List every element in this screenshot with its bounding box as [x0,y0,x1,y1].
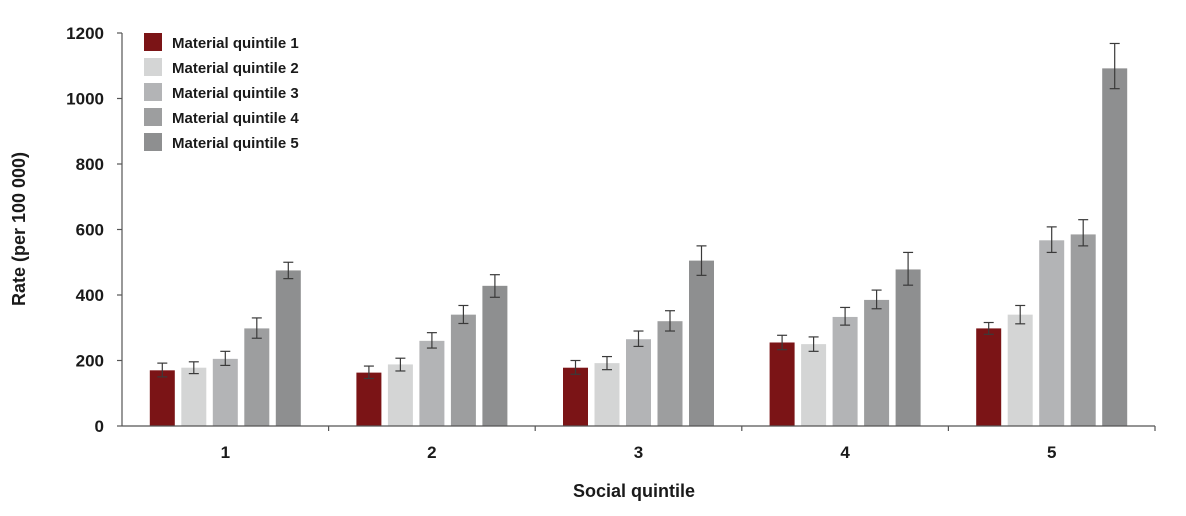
x-tick-label: 2 [427,443,436,462]
y-tick-label: 1000 [66,90,104,109]
bars [149,68,1128,427]
legend-swatch [144,58,162,76]
legend-label: Material quintile 2 [172,60,299,77]
bar [864,299,890,426]
bar [482,285,508,426]
bar [563,367,588,426]
bar [1102,68,1128,427]
legend-swatch [144,33,162,51]
legend-swatch [144,133,162,151]
y-tick-label: 200 [76,352,104,371]
bar [769,342,795,426]
bar [976,328,1002,426]
bar [689,260,714,426]
bar [657,321,683,426]
bar [1070,234,1096,426]
y-tick-label: 800 [76,155,104,174]
y-tick-label: 1200 [66,24,104,43]
y-tick-label: 600 [76,221,104,240]
bar [244,328,270,426]
x-axis-ticks: 1 2 3 4 5 [221,426,1156,462]
bar [212,358,238,426]
legend-swatch [144,108,162,126]
legend-label: Material quintile 4 [172,110,299,127]
legend-swatch [144,83,162,101]
x-tick-label: 5 [1047,443,1056,462]
legend-label: Material quintile 1 [172,35,299,52]
bar [181,367,207,426]
y-tick-label: 400 [76,286,104,305]
x-tick-label: 4 [840,443,850,462]
bar [895,269,921,426]
bar [356,372,382,426]
x-tick-label: 1 [221,443,230,462]
x-axis-title: Social quintile [573,481,695,501]
y-tick-label: 0 [95,417,104,436]
bar [450,314,476,426]
bar [149,370,175,426]
bar [832,316,858,426]
y-axis-title: Rate (per 100 000) [9,152,29,306]
bar [419,340,445,426]
x-tick-label: 3 [634,443,643,462]
legend-label: Material quintile 5 [172,135,299,152]
bar [1007,314,1033,426]
bar [626,339,651,426]
bar [594,363,620,426]
error-bars [157,42,1120,380]
bar [801,344,827,426]
legend-label: Material quintile 3 [172,85,299,102]
legend: Material quintile 1 Material quintile 2 Ma… [144,33,299,152]
bar [387,364,413,426]
y-axis-ticks: 0 200 400 600 800 1000 1200 [66,24,122,436]
bar [275,270,301,426]
bar [1039,240,1065,426]
